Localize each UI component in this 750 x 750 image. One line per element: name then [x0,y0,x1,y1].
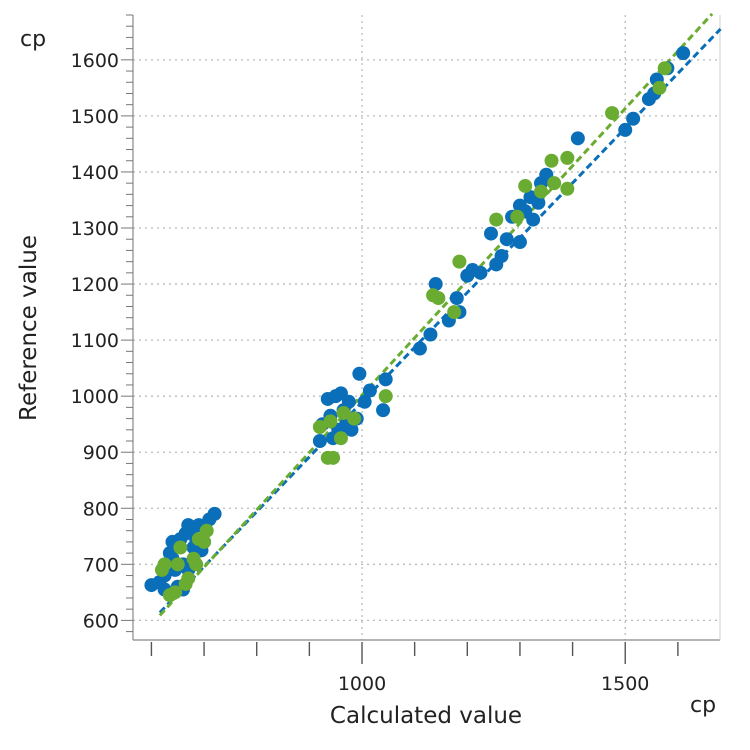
data-point-series-0 [499,232,514,247]
data-point-series-0 [483,226,498,241]
data-point-series-0 [341,394,356,409]
data-point-series-0 [494,249,509,264]
data-point-series-1 [189,557,204,572]
y-unit-label: cp [20,27,46,52]
data-point-series-1 [431,291,446,306]
y-tick-label: 700 [83,554,119,576]
x-tick-label: 1500 [601,673,649,695]
y-tick-label: 1100 [71,330,119,352]
y-tick-label: 1500 [71,106,119,128]
data-point-series-0 [526,212,541,227]
data-point-series-0 [376,403,391,418]
data-point-series-0 [570,131,585,146]
y-tick-label: 1600 [71,50,119,72]
data-point-series-0 [428,277,443,292]
data-point-series-1 [544,153,559,168]
data-points [144,46,691,603]
y-tick-label: 1300 [71,218,119,240]
data-point-series-0 [449,291,464,306]
data-point-series-1 [181,571,196,586]
data-point-series-0 [531,195,546,210]
data-point-series-1 [547,176,562,191]
y-tick-label: 1400 [71,162,119,184]
data-point-series-1 [657,61,672,76]
data-point-series-0 [378,372,393,387]
fit-line-series-1 [158,12,714,617]
data-point-series-0 [207,506,222,521]
data-point-series-1 [447,305,462,320]
data-point-series-1 [168,585,183,600]
data-point-series-0 [618,122,633,137]
data-point-series-0 [626,111,641,126]
data-point-series-0 [423,327,438,342]
data-point-series-0 [357,394,372,409]
data-point-series-1 [652,80,667,95]
data-point-series-1 [326,450,341,465]
x-axis-label: Calculated value [330,703,522,729]
y-tick-label: 600 [83,610,119,632]
data-point-series-1 [560,181,575,196]
data-point-series-1 [199,523,214,538]
data-point-series-1 [347,411,362,426]
data-point-series-1 [534,184,549,199]
data-point-series-1 [323,414,338,429]
data-point-series-0 [352,366,367,381]
data-point-series-1 [489,212,504,227]
x-unit-label: cp [690,693,716,718]
data-point-series-1 [197,534,212,549]
data-point-series-1 [560,150,575,165]
data-point-series-0 [412,341,427,356]
y-tick-label: 900 [83,442,119,464]
data-point-series-1 [336,405,351,420]
data-point-series-0 [473,265,488,280]
data-point-series-1 [333,431,348,446]
data-point-series-1 [170,557,185,572]
data-point-series-0 [676,46,691,61]
data-point-series-0 [344,422,359,437]
y-tick-label: 1000 [71,386,119,408]
data-point-series-1 [378,389,393,404]
grid [133,15,720,640]
data-point-series-1 [157,557,172,572]
y-tick-label: 800 [83,498,119,520]
y-tick-label: 1200 [71,274,119,296]
y-axis-label: Reference value [16,235,42,421]
x-tick-label: 1000 [338,673,386,695]
data-point-series-1 [312,419,327,434]
data-point-series-0 [512,235,527,250]
data-point-series-1 [173,540,188,555]
fit-lines [158,12,722,617]
data-point-series-1 [510,209,525,224]
data-point-series-0 [312,434,327,449]
axes: 1000 1500 600 700 800 900 1000 1100 1200 1300 1400… [71,14,721,695]
data-point-series-1 [452,254,467,269]
data-point-series-1 [605,106,620,121]
data-point-series-1 [518,178,533,193]
data-point-series-0 [362,383,377,398]
